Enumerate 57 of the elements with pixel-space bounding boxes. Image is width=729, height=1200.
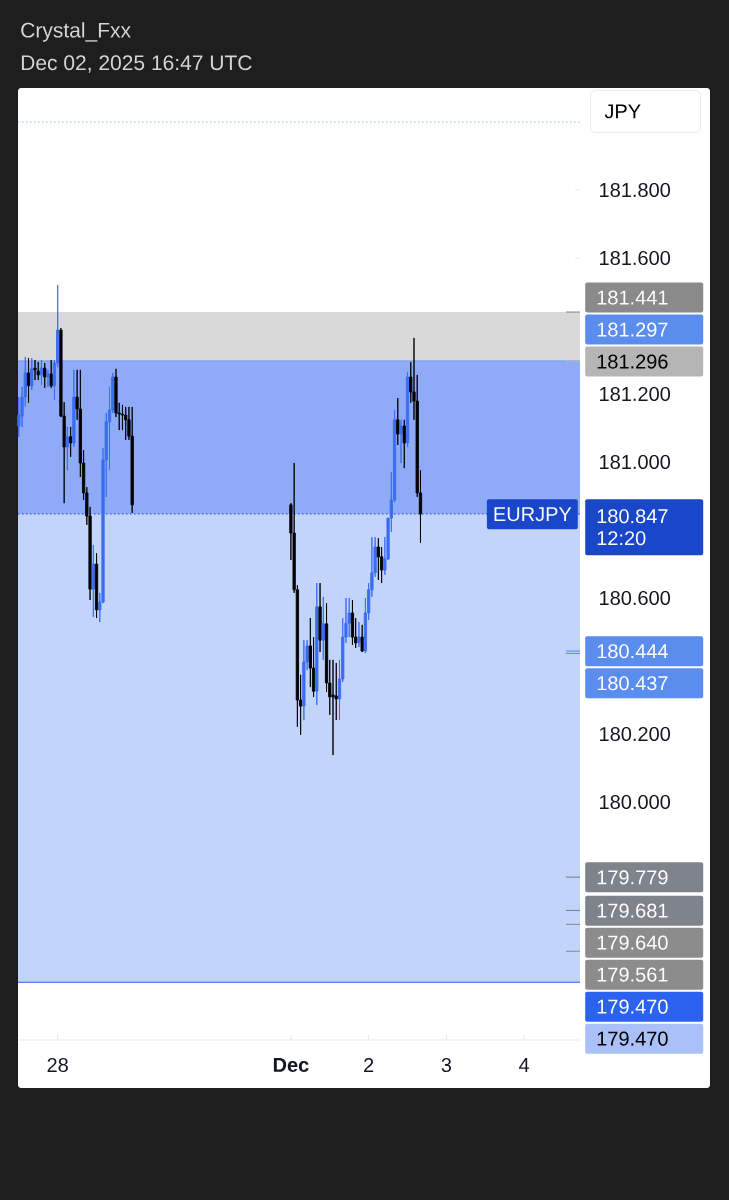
candlestick [65, 426, 70, 471]
candlestick [399, 419, 403, 464]
ref-line-label: 180.444 [597, 644, 668, 659]
candlestick [331, 659, 335, 756]
candlestick [30, 357, 34, 391]
y-tick-label: 180.200 [600, 726, 671, 742]
ref-line-label: 180.437 [597, 676, 668, 691]
ref-line-label: 181.297 [597, 322, 668, 337]
candlestick [357, 621, 361, 648]
x-tick-label: 2 [364, 1058, 374, 1072]
ref-line-label: 179.779 [597, 870, 668, 885]
y-tick-label: 180.600 [600, 590, 671, 606]
ref-line-label: 181.441 [597, 290, 668, 305]
candlestick [72, 369, 76, 448]
candlestick [43, 362, 47, 389]
candlestick [302, 639, 306, 721]
candlestick [94, 552, 99, 619]
ref-line-label: 179.681 [597, 903, 668, 918]
candlestick [318, 582, 322, 653]
ref-line-label: 179.561 [597, 967, 668, 982]
candlestick [350, 599, 355, 646]
ref-line-label: 179.640 [597, 935, 668, 950]
chart-title: Crystal_Fxx [21, 22, 131, 42]
candlestick [124, 406, 128, 441]
text: 12:20 [597, 531, 646, 546]
candlestick [69, 426, 73, 458]
x-tick-label: 28 [47, 1057, 68, 1073]
ref-line-label: 179.470 [597, 999, 668, 1014]
y-axis-title: JPY [604, 104, 641, 119]
candlestick [26, 357, 31, 404]
candlestick [36, 361, 40, 381]
candlestick [33, 359, 37, 381]
ref-line-label: 180.847 [597, 509, 668, 524]
candlestick [405, 371, 410, 448]
candlestick [91, 544, 95, 618]
x-tick-label: 3 [441, 1057, 452, 1073]
candlestick [402, 419, 406, 469]
candlestick [46, 369, 50, 388]
y-tick-label: 181.200 [600, 386, 671, 402]
chart-subtitle: Dec 02, 2025 16:47 UTC [21, 55, 252, 73]
candlestick [321, 596, 325, 661]
ref-line-label: 181.296 [597, 354, 668, 369]
y-tick-label: 181.000 [600, 454, 671, 470]
candlestick [360, 624, 364, 653]
x-tick-label: 4 [519, 1058, 530, 1072]
y-tick-label: 180.000 [600, 794, 671, 810]
text: 179.470 [597, 1031, 668, 1046]
annotation: EURJPY [494, 507, 572, 522]
candlestick [315, 582, 319, 706]
candlestick [396, 397, 400, 446]
y-tick-label: 181.600 [600, 250, 671, 266]
y-tick-label: 181.800 [600, 182, 671, 198]
candlestick [130, 406, 134, 514]
candlestick [49, 359, 53, 389]
x-tick-label: Dec [273, 1058, 309, 1072]
candlestick [39, 359, 44, 386]
candlestick [376, 537, 380, 581]
